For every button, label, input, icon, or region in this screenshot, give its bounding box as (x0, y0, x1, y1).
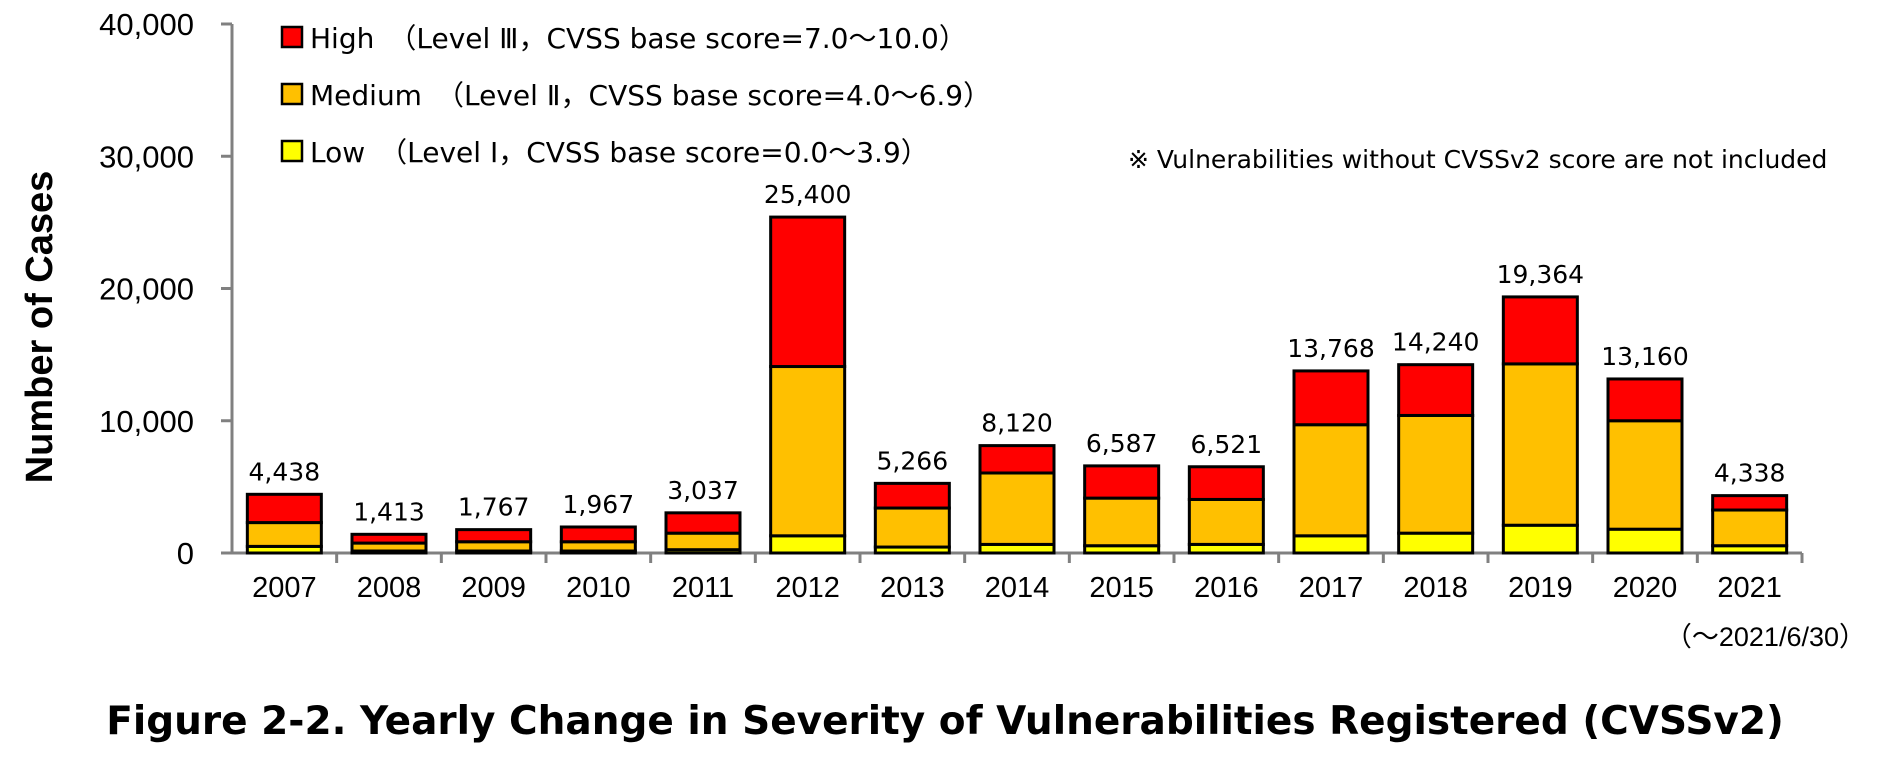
bar-high-2015 (1083, 464, 1161, 500)
x-tick-label-2017: 2017 (1299, 572, 1364, 604)
x-tick-label-2009: 2009 (461, 572, 526, 604)
x-tick-label-2010: 2010 (566, 572, 631, 604)
bar-high-2019 (1501, 295, 1579, 366)
note: ※ Vulnerabilities without CVSSv2 score a… (1128, 145, 1827, 174)
x-tick-label-2013: 2013 (880, 572, 945, 604)
bar-medium-2016 (1187, 497, 1265, 546)
total-label-2018: 14,240 (1392, 328, 1479, 357)
bar-medium-2017 (1292, 423, 1370, 538)
x-tick-label-2016: 2016 (1194, 572, 1259, 604)
bar-high-2013 (873, 481, 951, 510)
legend-label-medium: Medium （Level Ⅱ，CVSS base score=4.0～6.9） (310, 79, 991, 112)
x-tick-label-2021: 2021 (1717, 572, 1782, 604)
bar-medium-2019 (1501, 362, 1579, 527)
legend-label-low: Low （Level Ⅰ，CVSS base score=0.0～3.9） (310, 136, 929, 169)
total-label-2015: 6,587 (1086, 429, 1158, 458)
legend-swatch-low (280, 139, 304, 163)
legend: High （Level Ⅲ，CVSS base score=7.0～10.0） M… (280, 22, 991, 169)
y-tick-label: 40,000 (99, 7, 194, 42)
y-tick-label: 0 (177, 536, 194, 571)
total-label-2017: 13,768 (1287, 334, 1374, 363)
bar-medium-2020 (1606, 419, 1684, 531)
bar-low-2020 (1606, 527, 1684, 555)
total-label-2016: 6,521 (1191, 430, 1263, 459)
bar-high-2007 (245, 492, 323, 525)
bar-high-2017 (1292, 369, 1370, 427)
x-tick-label-2018: 2018 (1403, 572, 1468, 604)
x-tick-label-2011: 2011 (672, 572, 734, 604)
bar-high-2014 (978, 444, 1056, 475)
x-tick-label-2012: 2012 (775, 572, 840, 604)
bar-low-2019 (1501, 523, 1579, 555)
bar-medium-2012 (769, 365, 847, 538)
total-label-2021: 4,338 (1714, 459, 1786, 488)
bar-low-2012 (769, 534, 847, 555)
bar-high-2020 (1606, 377, 1684, 423)
chart-title: Figure 2-2. Yearly Change in Severity of… (106, 699, 1784, 744)
bar-medium-2011 (664, 531, 742, 552)
total-label-2013: 5,266 (877, 446, 949, 475)
total-label-2009: 1,767 (458, 493, 530, 522)
bar-high-2012 (769, 215, 847, 369)
bar-high-2021 (1711, 494, 1789, 512)
y-tick-label: 10,000 (99, 404, 194, 439)
total-label-2019: 19,364 (1497, 260, 1584, 289)
y-axis-label: Number of Cases (19, 171, 61, 484)
total-label-2010: 1,967 (563, 490, 635, 519)
bar-medium-2015 (1083, 496, 1161, 548)
x-tick-label-2007: 2007 (252, 572, 317, 604)
total-label-2008: 1,413 (353, 497, 425, 526)
total-label-2012: 25,400 (764, 180, 851, 209)
bar-medium-2013 (873, 506, 951, 549)
period-note: （～2021/6/30） (1665, 622, 1866, 652)
bar-medium-2014 (978, 471, 1056, 546)
x-tick-label-2014: 2014 (985, 572, 1050, 604)
legend-label-high: High （Level Ⅲ，CVSS base score=7.0～10.0） (310, 22, 967, 55)
bar-low-2017 (1292, 534, 1370, 555)
x-tick-label-2019: 2019 (1508, 572, 1573, 604)
x-tick-label-2015: 2015 (1089, 572, 1154, 604)
x-ticks: 2007 2008 2009 2010 2011 2012 2013 2014 2015 2016… (252, 553, 1804, 604)
bar-high-2010 (559, 525, 637, 544)
bar-medium-2021 (1711, 508, 1789, 548)
legend-swatch-high (280, 25, 304, 49)
legend-swatch-medium (280, 82, 304, 106)
bar-high-2008 (350, 532, 428, 545)
bar-medium-2007 (245, 521, 323, 548)
bar-medium-2018 (1397, 413, 1475, 535)
total-label-2014: 8,120 (981, 409, 1053, 438)
total-label-2020: 13,160 (1601, 342, 1688, 371)
y-tick-label: 20,000 (99, 272, 194, 307)
y-tick-label: 30,000 (99, 139, 194, 174)
total-labels: 4,438 1,413 1,767 1,967 3,037 25,400 5,266 8,12… (249, 180, 1786, 526)
total-label-2011: 3,037 (667, 476, 739, 505)
bar-low-2018 (1397, 531, 1475, 555)
bar-high-2011 (664, 511, 742, 535)
bars (245, 215, 1789, 555)
total-label-2007: 4,438 (249, 457, 321, 486)
bar-high-2009 (455, 528, 533, 544)
x-tick-label-2008: 2008 (357, 572, 422, 604)
bar-high-2018 (1397, 363, 1475, 417)
x-tick-label-2020: 2020 (1613, 572, 1678, 604)
y-ticks: 0 10,000 20,000 30,000 40,000 (99, 7, 232, 571)
bar-high-2016 (1187, 465, 1265, 501)
